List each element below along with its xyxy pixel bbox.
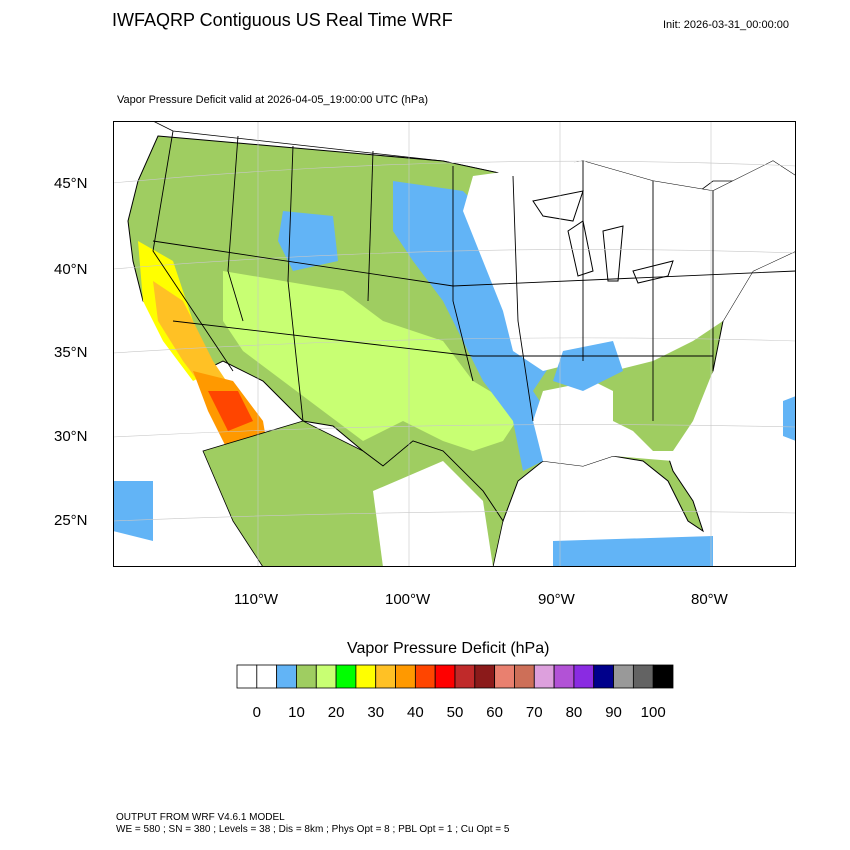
pacific-blue — [113, 481, 153, 541]
southeast-blue — [553, 341, 623, 391]
init-time: Init: 2026-03-31_00:00:00 — [663, 19, 789, 31]
chart-subtitle: Vapor Pressure Deficit valid at 2026-04-… — [117, 94, 429, 106]
colorbar-swatch — [593, 664, 614, 689]
lat-label-45: 45°N — [54, 175, 88, 192]
atlantic-blue — [783, 396, 796, 441]
colorbar-tick-label: 70 — [525, 704, 543, 721]
colorbar-tick-label: 80 — [565, 704, 583, 721]
rockies-blue — [278, 211, 338, 271]
colorbar-title: Vapor Pressure Deficit (hPa) — [347, 640, 550, 657]
colorbar-swatch — [355, 664, 377, 689]
lat-label-25: 25°N — [54, 512, 88, 529]
colorbar-swatch — [315, 664, 337, 689]
colorbar-tick-label: 30 — [367, 704, 385, 721]
vpd-map — [113, 121, 796, 567]
colorbar-swatch — [652, 664, 674, 689]
colorbar-tick-label: 40 — [407, 704, 424, 721]
colorbar-swatch — [494, 664, 515, 689]
footer-config: WE = 580 ; SN = 380 ; Levels = 38 ; Dis … — [116, 824, 510, 835]
great-lakes — [532, 190, 674, 284]
chart-title: IWFAQRP Contiguous US Real Time WRF — [112, 10, 453, 30]
lon-label-80: 80°W — [691, 591, 728, 608]
colorbar-swatch — [236, 664, 258, 689]
colorbar-swatch — [276, 664, 297, 689]
colorbar — [236, 664, 674, 689]
footer-model: OUTPUT FROM WRF V4.6.1 MODEL — [116, 812, 285, 823]
california-orange — [153, 281, 233, 401]
lon-label-90: 90°W — [538, 591, 575, 608]
colorbar-tick-label: 50 — [446, 704, 464, 721]
colorbar-swatch — [632, 664, 654, 689]
colorbar-swatch — [454, 664, 476, 689]
state-boundaries — [152, 130, 796, 422]
mexico-white — [373, 461, 493, 567]
map-frame — [113, 121, 796, 567]
graticule — [113, 121, 796, 567]
colorbar-swatch — [533, 664, 555, 689]
colorbar-swatch — [434, 664, 456, 689]
colorbar-swatch — [613, 664, 634, 689]
lon-label-110: 110°W — [234, 591, 279, 608]
lat-label-40: 40°N — [54, 261, 88, 278]
lat-label-30: 30°N — [54, 428, 88, 445]
colorbar-swatch — [395, 664, 416, 689]
colorbar-swatch — [256, 664, 278, 689]
colorbar-swatch — [414, 664, 436, 689]
southwest-red — [208, 391, 253, 431]
colorbar-swatch — [375, 664, 396, 689]
gulf-blue — [553, 536, 713, 567]
midwest-blue — [393, 181, 583, 471]
lat-label-35: 35°N — [54, 344, 88, 361]
colorbar-swatch — [553, 664, 575, 689]
colorbar-tick-label: 10 — [288, 704, 305, 721]
plains-lightgreen — [223, 271, 523, 451]
southeast-green — [613, 361, 713, 451]
colorbar-swatch — [296, 664, 317, 689]
colorbar-swatch — [514, 664, 535, 689]
colorbar-swatch — [573, 664, 595, 689]
lon-label-100: 100°W — [385, 591, 431, 608]
southeast-white — [533, 381, 673, 466]
colorbar-tick-label: 90 — [605, 704, 622, 721]
colorbar-swatch — [335, 664, 357, 689]
colorbar-tick-label: 20 — [327, 704, 345, 721]
colorbar-tick-label: 100 — [640, 704, 666, 721]
colorbar-swatch — [474, 664, 496, 689]
colorbar-tick-label: 0 — [252, 704, 261, 721]
colorbar-tick-label: 60 — [486, 704, 503, 721]
